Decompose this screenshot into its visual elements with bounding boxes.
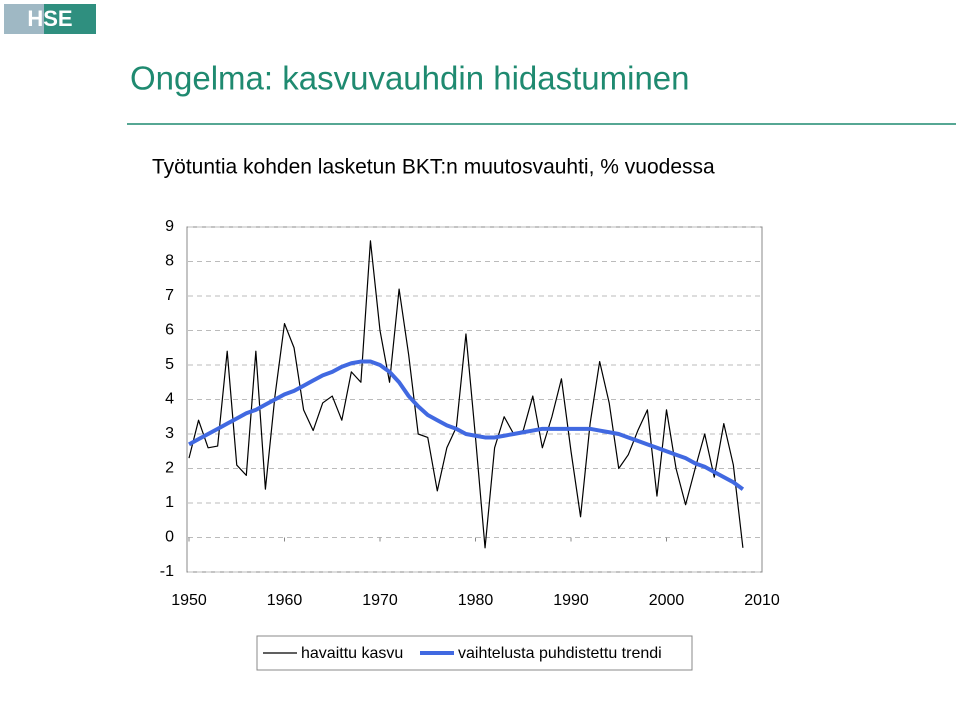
legend: [256, 635, 693, 671]
y-tick-label: 0: [165, 529, 174, 546]
logo-accent: [4, 4, 44, 34]
y-tick-label: 8: [165, 253, 174, 270]
y-tick-label: 5: [165, 356, 174, 373]
x-tick-label: 1950: [171, 592, 207, 609]
x-tick-label: 1970: [362, 592, 398, 609]
y-tick-label: 4: [165, 391, 174, 408]
y-tick-label: 3: [165, 425, 174, 442]
y-tick-label: 9: [165, 218, 174, 235]
plot-frame: [186, 226, 763, 573]
legend-label: havaittu kasvu: [301, 645, 403, 662]
y-tick-label: 2: [165, 460, 174, 477]
x-tick-label: 1990: [553, 592, 589, 609]
y-tick-label: -1: [160, 563, 174, 580]
legend-label: vaihtelusta puhdistettu trendi: [458, 645, 662, 662]
chart-title: Työtuntia kohden lasketun BKT:n muutosva…: [152, 156, 715, 179]
x-tick-label: 2000: [649, 592, 685, 609]
x-tick-label: 2010: [744, 592, 780, 609]
series-line: [188, 359, 745, 491]
y-tick-label: 7: [165, 287, 174, 304]
x-tick-label: 1980: [458, 592, 494, 609]
logo: HSE: [27, 6, 72, 31]
slide-title: Ongelma: kasvuvauhdin hidastuminen: [130, 60, 690, 97]
series-line: [188, 240, 744, 549]
y-tick-label: 1: [165, 494, 174, 511]
y-tick-label: 6: [165, 322, 174, 339]
x-tick-label: 1960: [267, 592, 303, 609]
